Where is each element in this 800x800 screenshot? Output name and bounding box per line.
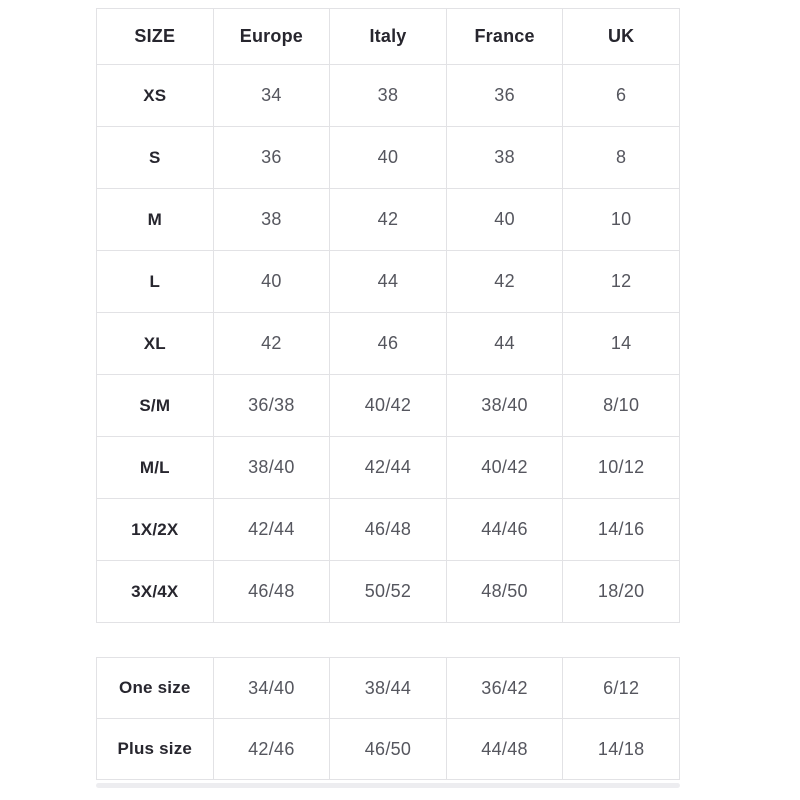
table-row: L 40 44 42 12 (96, 250, 680, 313)
data-cell: 36/38 (212, 374, 331, 437)
row-label-cell: XS (96, 64, 214, 127)
main-table-body: XS 34 38 36 6 S 36 40 38 8 M 38 42 40 10 L 40 44 42 12 XL 42 4… (96, 64, 680, 623)
table-row: M/L 38/40 42/44 40/42 10/12 (96, 436, 680, 499)
header-cell: Italy (329, 8, 447, 65)
data-cell: 38 (329, 64, 447, 127)
data-cell: 38/40 (445, 374, 564, 437)
row-label-cell: S (96, 126, 214, 189)
row-label-cell: XL (96, 312, 214, 375)
data-cell: 36 (212, 126, 331, 189)
data-cell: 40 (329, 126, 447, 189)
row-label-cell: M/L (96, 436, 214, 499)
data-cell: 46/48 (329, 498, 447, 561)
data-cell: 50/52 (329, 560, 447, 623)
data-cell: 38 (212, 188, 331, 251)
data-cell: 46/48 (212, 560, 331, 623)
data-cell: 44 (329, 250, 447, 313)
row-label-cell: L (96, 250, 214, 313)
data-cell: 18/20 (562, 560, 680, 623)
row-label-cell: S/M (96, 374, 214, 437)
header-cell: Europe (212, 8, 331, 65)
data-cell: 44/46 (445, 498, 564, 561)
data-cell: 44 (445, 312, 564, 375)
table-row: S/M 36/38 40/42 38/40 8/10 (96, 374, 680, 437)
table-row: M 38 42 40 10 (96, 188, 680, 251)
data-cell: 40 (445, 188, 564, 251)
table-row: XL 42 46 44 14 (96, 312, 680, 375)
data-cell: 38/44 (329, 657, 447, 719)
data-cell: 42/44 (329, 436, 447, 499)
data-cell: 8 (562, 126, 680, 189)
data-cell: 10 (562, 188, 680, 251)
header-row: SIZE Europe Italy France UK (96, 8, 680, 65)
data-cell: 42 (445, 250, 564, 313)
data-cell: 38 (445, 126, 564, 189)
data-cell: 6 (562, 64, 680, 127)
data-cell: 38/40 (212, 436, 331, 499)
data-cell: 34/40 (212, 657, 331, 719)
data-cell: 42 (329, 188, 447, 251)
data-cell: 42/46 (212, 718, 331, 780)
row-label-cell: 3X/4X (96, 560, 214, 623)
header-cell: SIZE (96, 8, 214, 65)
data-cell: 48/50 (445, 560, 564, 623)
table-row: One size 34/40 38/44 36/42 6/12 (96, 657, 680, 719)
data-cell: 12 (562, 250, 680, 313)
data-cell: 6/12 (562, 657, 680, 719)
data-cell: 14/16 (562, 498, 680, 561)
table-row: S 36 40 38 8 (96, 126, 680, 189)
size-conversion-table: SIZE Europe Italy France UK XS 34 38 36 6 S 36 40 38… (96, 8, 680, 623)
row-label-cell: 1X/2X (96, 498, 214, 561)
data-cell: 40/42 (445, 436, 564, 499)
page-bottom-divider (96, 783, 680, 788)
data-cell: 46 (329, 312, 447, 375)
row-label-cell: M (96, 188, 214, 251)
table-row: 1X/2X 42/44 46/48 44/46 14/16 (96, 498, 680, 561)
data-cell: 36/42 (445, 657, 564, 719)
data-cell: 42 (212, 312, 331, 375)
row-label-cell: Plus size (96, 718, 214, 780)
data-cell: 46/50 (329, 718, 447, 780)
table-gap (96, 623, 800, 657)
size-table-header: SIZE Europe Italy France UK (96, 8, 680, 65)
data-cell: 42/44 (212, 498, 331, 561)
data-cell: 34 (212, 64, 331, 127)
table-row: XS 34 38 36 6 (96, 64, 680, 127)
header-cell: France (445, 8, 564, 65)
data-cell: 40 (212, 250, 331, 313)
data-cell: 36 (445, 64, 564, 127)
secondary-table-body: One size 34/40 38/44 36/42 6/12 Plus size 42/4… (96, 657, 680, 780)
header-cell: UK (562, 8, 680, 65)
data-cell: 14/18 (562, 718, 680, 780)
row-label-cell: One size (96, 657, 214, 719)
data-cell: 14 (562, 312, 680, 375)
special-sizes-table: One size 34/40 38/44 36/42 6/12 Plus size 42/4… (96, 657, 680, 780)
data-cell: 10/12 (562, 436, 680, 499)
data-cell: 44/48 (445, 718, 564, 780)
data-cell: 8/10 (562, 374, 680, 437)
table-row: 3X/4X 46/48 50/52 48/50 18/20 (96, 560, 680, 623)
data-cell: 40/42 (329, 374, 447, 437)
table-row: Plus size 42/46 46/50 44/48 14/18 (96, 718, 680, 780)
